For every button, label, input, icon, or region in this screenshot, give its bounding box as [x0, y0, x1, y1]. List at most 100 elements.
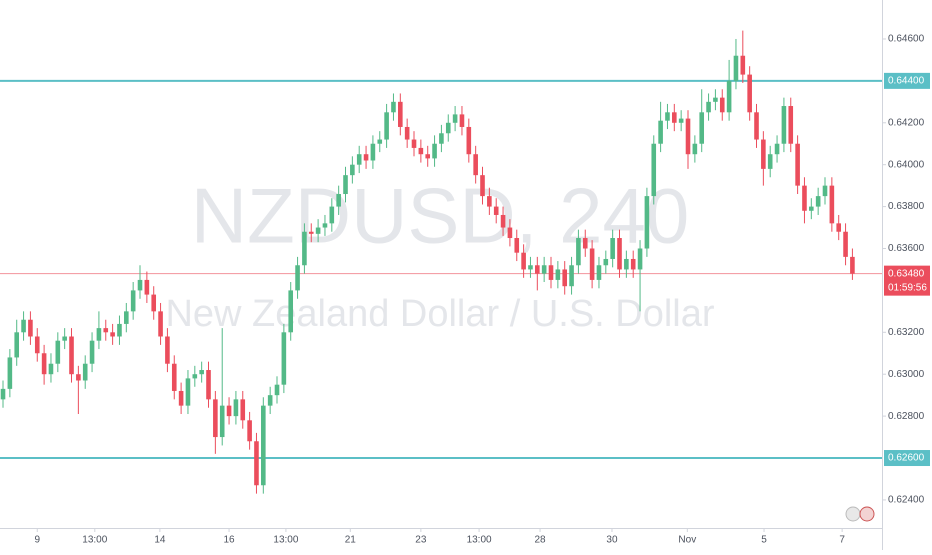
- watermark-symbol: NZDUSD, 240: [191, 172, 689, 260]
- candle-body: [761, 139, 766, 169]
- candle-body: [541, 265, 547, 274]
- candle-body: [610, 238, 615, 259]
- candle-body: [124, 311, 129, 324]
- candle-body: [781, 106, 787, 144]
- candle-body: [267, 395, 273, 406]
- candle-body: [350, 164, 355, 176]
- candle-body: [644, 196, 650, 249]
- candle-body: [377, 139, 383, 144]
- candle-body: [233, 399, 239, 417]
- candle-body: [219, 405, 225, 438]
- candle-body: [0, 388, 6, 400]
- candle-body: [418, 147, 424, 155]
- y-tick-label: 0.62800: [888, 411, 925, 422]
- x-tick-label: 7: [839, 535, 845, 546]
- level-label: 0.64400: [888, 76, 925, 87]
- x-tick-label: 21: [345, 535, 357, 546]
- candle-body: [774, 143, 780, 155]
- candle-body: [89, 340, 95, 364]
- last-price-label: 0.63480: [888, 268, 925, 279]
- candle-body: [158, 311, 163, 337]
- candle-body: [439, 133, 444, 144]
- candle-body: [754, 112, 759, 140]
- chart-icons: [845, 506, 875, 522]
- x-tick-label: 16: [223, 535, 235, 546]
- x-tick-label: 9: [34, 535, 40, 546]
- candle-body: [747, 74, 752, 113]
- y-tick-label: 0.63200: [888, 327, 925, 338]
- candle-body: [726, 80, 732, 113]
- candle-body: [151, 294, 157, 312]
- candle-body: [603, 258, 609, 266]
- y-tick-label: 0.64200: [888, 117, 925, 128]
- candle-body: [226, 405, 232, 417]
- candle-body: [452, 114, 458, 123]
- candle-body: [815, 196, 821, 207]
- candle-body: [308, 231, 314, 234]
- candle-body: [240, 399, 246, 421]
- candle-body: [822, 185, 828, 197]
- candle-body: [733, 55, 739, 81]
- candle-body: [96, 328, 102, 341]
- candle-body: [254, 441, 259, 486]
- flag-icon: [845, 506, 861, 522]
- x-tick-label: 23: [415, 535, 427, 546]
- candle-body: [795, 143, 800, 186]
- candle-body: [624, 258, 629, 270]
- candle-body: [596, 265, 602, 280]
- candle-body: [82, 363, 88, 381]
- candle-body: [459, 114, 465, 127]
- candle-body: [363, 154, 369, 161]
- candle-body: [62, 336, 67, 341]
- candle-body: [213, 399, 218, 438]
- candle-body: [110, 332, 115, 337]
- y-tick-label: 0.64600: [888, 34, 925, 45]
- candle-body: [103, 328, 109, 333]
- candle-body: [507, 227, 513, 239]
- candle-body: [576, 238, 581, 266]
- candle-body: [404, 126, 410, 140]
- candle-body: [767, 154, 773, 169]
- x-tick-label: 5: [761, 535, 767, 546]
- candle-body: [658, 120, 663, 144]
- candle-body: [685, 118, 691, 155]
- candle-body: [165, 336, 170, 364]
- candle-body: [185, 378, 191, 406]
- level-label-box: [884, 450, 930, 467]
- candle-body: [719, 97, 725, 113]
- candle-body: [398, 101, 403, 127]
- flag-icon: [859, 506, 875, 522]
- candle-body: [384, 112, 389, 140]
- candle-body: [76, 374, 81, 381]
- candle-body: [178, 390, 184, 406]
- candle-body: [713, 97, 718, 102]
- candle-body: [843, 231, 848, 257]
- x-tick-label: Nov: [678, 535, 696, 546]
- candle-body: [425, 154, 431, 159]
- candle-body: [788, 106, 794, 144]
- candle-body: [171, 363, 177, 391]
- x-tick-label: 30: [606, 535, 618, 546]
- candle-body: [487, 196, 492, 207]
- x-tick-label: 13:00: [82, 535, 107, 546]
- candle-body: [281, 332, 287, 385]
- candle-body: [637, 248, 643, 270]
- candle-body: [850, 256, 855, 274]
- x-tick-label: 13:00: [467, 535, 492, 546]
- candle-body: [329, 206, 335, 224]
- candle-body: [302, 231, 307, 266]
- candle-body: [69, 336, 74, 375]
- candle-body: [589, 248, 595, 280]
- candle-body: [521, 252, 526, 270]
- level-label-box: [884, 72, 930, 89]
- candle-body: [356, 154, 362, 165]
- x-tick-label: 13:00: [273, 535, 298, 546]
- y-tick-label: 0.63000: [888, 369, 925, 380]
- x-tick-label: 14: [154, 535, 166, 546]
- candle-body: [617, 238, 622, 270]
- candle-body: [706, 101, 711, 113]
- last-price-box: [884, 265, 930, 296]
- candle-body: [117, 323, 122, 337]
- candle-body: [445, 122, 451, 134]
- candle-body: [206, 370, 211, 400]
